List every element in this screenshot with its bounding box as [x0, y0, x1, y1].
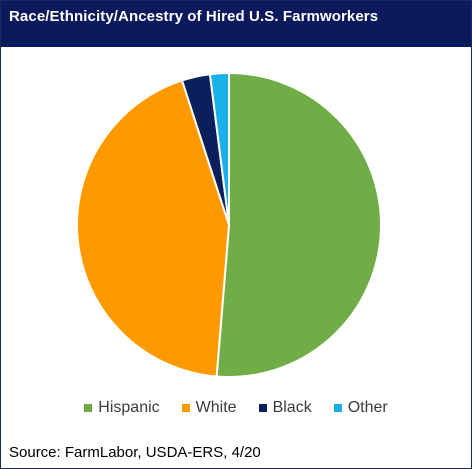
- legend-item-white: White: [181, 399, 237, 417]
- chart-title: Race/Ethnicity/Ancestry of Hired U.S. Fa…: [9, 8, 379, 25]
- legend-swatch-white: [181, 404, 190, 412]
- legend-label-hispanic: Hispanic: [98, 399, 160, 416]
- legend-label-black: Black: [272, 399, 312, 416]
- chart-header: Race/Ethnicity/Ancestry of Hired U.S. Fa…: [1, 1, 471, 47]
- source-note: Source: FarmLabor, USDA-ERS, 4/20: [9, 444, 261, 461]
- legend-swatch-black: [258, 404, 267, 412]
- chart-legend: Hispanic White Black Other: [1, 399, 471, 417]
- pie-slice-hispanic: [215, 71, 382, 378]
- legend-label-other: Other: [347, 399, 388, 416]
- legend-swatch-other: [333, 404, 342, 412]
- pie-slice-other: [208, 71, 230, 226]
- pie-slice-white: [76, 79, 231, 378]
- legend-item-other: Other: [333, 399, 388, 417]
- legend-item-hispanic: Hispanic: [84, 399, 160, 417]
- legend-swatch-hispanic: [84, 404, 93, 412]
- legend-item-black: Black: [258, 399, 312, 417]
- legend-label-white: White: [195, 399, 237, 416]
